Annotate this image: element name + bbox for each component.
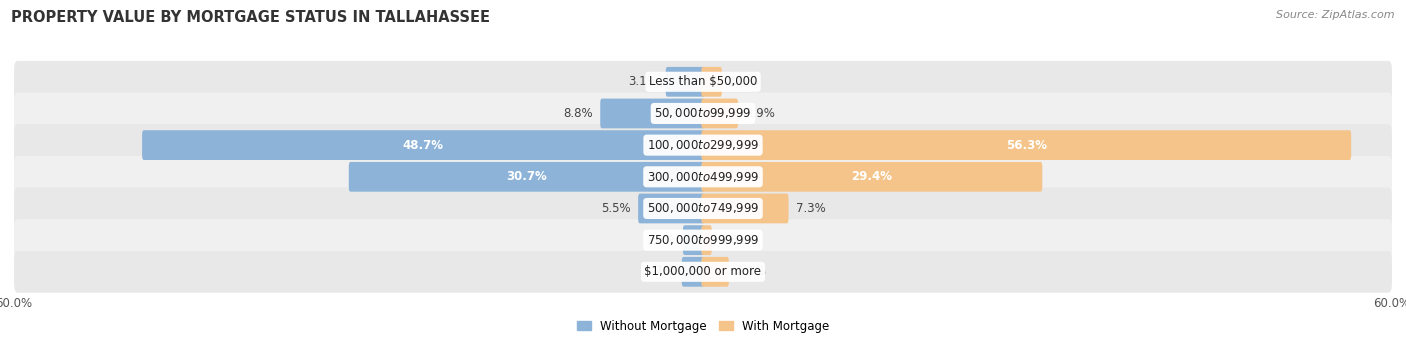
Text: 1.5%: 1.5%: [730, 75, 759, 88]
FancyBboxPatch shape: [14, 188, 1392, 230]
Text: 30.7%: 30.7%: [506, 170, 547, 183]
Text: $500,000 to $749,999: $500,000 to $749,999: [647, 202, 759, 216]
FancyBboxPatch shape: [702, 130, 1351, 160]
FancyBboxPatch shape: [665, 67, 704, 97]
FancyBboxPatch shape: [14, 124, 1392, 166]
Text: 5.5%: 5.5%: [600, 202, 631, 215]
Text: 29.4%: 29.4%: [851, 170, 893, 183]
Text: PROPERTY VALUE BY MORTGAGE STATUS IN TALLAHASSEE: PROPERTY VALUE BY MORTGAGE STATUS IN TAL…: [11, 10, 491, 25]
Text: 8.8%: 8.8%: [564, 107, 593, 120]
Text: 0.61%: 0.61%: [720, 234, 756, 246]
FancyBboxPatch shape: [142, 130, 704, 160]
FancyBboxPatch shape: [349, 162, 704, 192]
Text: Less than $50,000: Less than $50,000: [648, 75, 758, 88]
Legend: Without Mortgage, With Mortgage: Without Mortgage, With Mortgage: [572, 315, 834, 337]
FancyBboxPatch shape: [683, 225, 704, 255]
FancyBboxPatch shape: [702, 193, 789, 223]
FancyBboxPatch shape: [600, 99, 704, 128]
FancyBboxPatch shape: [702, 225, 711, 255]
FancyBboxPatch shape: [14, 219, 1392, 261]
Text: 48.7%: 48.7%: [404, 139, 444, 152]
Text: 7.3%: 7.3%: [796, 202, 825, 215]
Text: Source: ZipAtlas.com: Source: ZipAtlas.com: [1277, 10, 1395, 20]
Text: 2.1%: 2.1%: [737, 265, 766, 278]
FancyBboxPatch shape: [14, 251, 1392, 293]
Text: $50,000 to $99,999: $50,000 to $99,999: [654, 106, 752, 120]
Text: 2.9%: 2.9%: [745, 107, 775, 120]
FancyBboxPatch shape: [702, 162, 1042, 192]
FancyBboxPatch shape: [638, 193, 704, 223]
Text: $300,000 to $499,999: $300,000 to $499,999: [647, 170, 759, 184]
Text: 1.6%: 1.6%: [645, 234, 675, 246]
FancyBboxPatch shape: [14, 61, 1392, 103]
FancyBboxPatch shape: [682, 257, 704, 287]
FancyBboxPatch shape: [702, 257, 728, 287]
FancyBboxPatch shape: [702, 67, 721, 97]
FancyBboxPatch shape: [702, 99, 738, 128]
FancyBboxPatch shape: [14, 156, 1392, 198]
Text: $750,000 to $999,999: $750,000 to $999,999: [647, 233, 759, 247]
Text: 56.3%: 56.3%: [1005, 139, 1046, 152]
Text: 1.7%: 1.7%: [644, 265, 675, 278]
Text: 3.1%: 3.1%: [628, 75, 658, 88]
Text: $1,000,000 or more: $1,000,000 or more: [644, 265, 762, 278]
Text: $100,000 to $299,999: $100,000 to $299,999: [647, 138, 759, 152]
FancyBboxPatch shape: [14, 92, 1392, 134]
